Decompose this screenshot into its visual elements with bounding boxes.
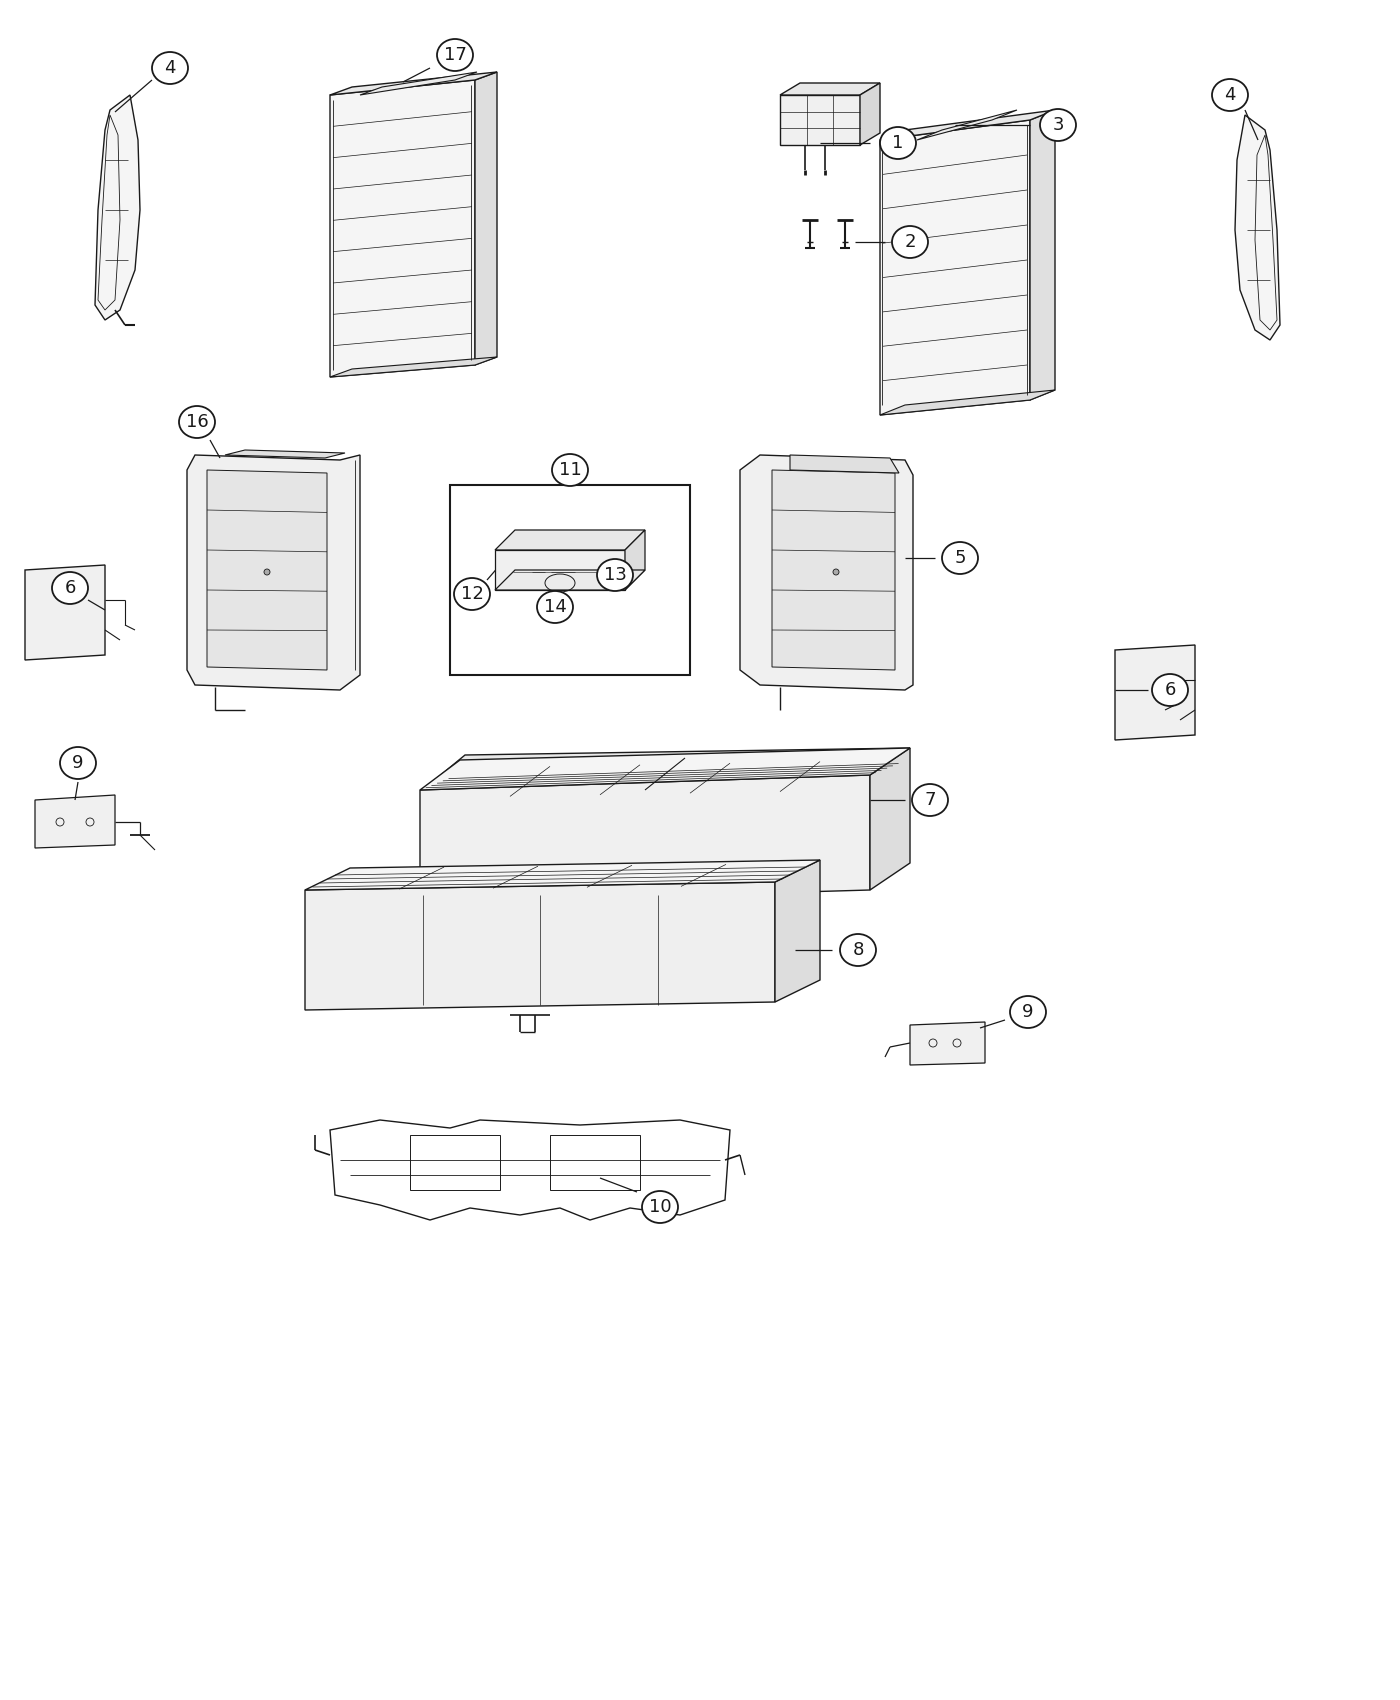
Ellipse shape <box>437 39 473 71</box>
Text: 12: 12 <box>461 585 483 604</box>
Ellipse shape <box>60 746 97 779</box>
Ellipse shape <box>881 128 916 160</box>
Polygon shape <box>860 83 881 144</box>
Polygon shape <box>910 1022 986 1064</box>
Text: 11: 11 <box>559 461 581 479</box>
Polygon shape <box>741 456 913 690</box>
Text: 16: 16 <box>186 413 209 432</box>
Polygon shape <box>1030 110 1056 400</box>
Polygon shape <box>776 860 820 1001</box>
Polygon shape <box>475 71 497 366</box>
Text: 10: 10 <box>648 1198 672 1216</box>
Ellipse shape <box>153 53 188 83</box>
Polygon shape <box>420 775 869 903</box>
Ellipse shape <box>643 1192 678 1222</box>
Bar <box>449 484 690 675</box>
Text: 8: 8 <box>853 942 864 959</box>
Polygon shape <box>360 71 477 95</box>
Polygon shape <box>790 456 899 473</box>
Ellipse shape <box>1009 996 1046 1028</box>
Polygon shape <box>917 110 1016 139</box>
Polygon shape <box>881 389 1056 415</box>
Ellipse shape <box>892 226 928 258</box>
Polygon shape <box>225 450 344 457</box>
Ellipse shape <box>596 559 633 592</box>
Polygon shape <box>1235 116 1280 340</box>
Text: 9: 9 <box>73 755 84 772</box>
Polygon shape <box>426 748 910 789</box>
Polygon shape <box>330 80 475 377</box>
Text: 4: 4 <box>164 60 176 76</box>
Text: 6: 6 <box>1165 682 1176 699</box>
Polygon shape <box>881 121 1030 415</box>
Ellipse shape <box>1152 673 1189 706</box>
Polygon shape <box>188 456 360 690</box>
Text: 7: 7 <box>924 790 935 809</box>
Ellipse shape <box>265 570 270 575</box>
Polygon shape <box>780 95 860 144</box>
Text: 14: 14 <box>543 598 567 615</box>
Ellipse shape <box>552 454 588 486</box>
Polygon shape <box>305 882 776 1010</box>
Polygon shape <box>881 110 1056 139</box>
Polygon shape <box>496 530 645 551</box>
Text: 17: 17 <box>444 46 466 65</box>
Ellipse shape <box>840 933 876 966</box>
Text: 9: 9 <box>1022 1003 1033 1022</box>
Ellipse shape <box>454 578 490 610</box>
Ellipse shape <box>538 592 573 622</box>
Polygon shape <box>305 860 820 891</box>
Polygon shape <box>771 469 895 670</box>
Polygon shape <box>95 95 140 320</box>
Text: 2: 2 <box>904 233 916 252</box>
Ellipse shape <box>942 542 979 575</box>
Text: 13: 13 <box>603 566 626 585</box>
Text: 5: 5 <box>955 549 966 568</box>
Text: 4: 4 <box>1224 87 1236 104</box>
Ellipse shape <box>833 570 839 575</box>
Polygon shape <box>420 748 910 790</box>
Ellipse shape <box>1212 78 1247 110</box>
Polygon shape <box>207 469 328 670</box>
Text: 1: 1 <box>892 134 903 151</box>
Polygon shape <box>35 796 115 848</box>
Text: 3: 3 <box>1053 116 1064 134</box>
Ellipse shape <box>179 406 216 439</box>
Text: 6: 6 <box>64 580 76 597</box>
Ellipse shape <box>1040 109 1077 141</box>
Polygon shape <box>496 551 624 590</box>
Ellipse shape <box>911 784 948 816</box>
Polygon shape <box>780 83 881 95</box>
Ellipse shape <box>52 571 88 604</box>
Polygon shape <box>330 357 497 377</box>
Polygon shape <box>624 530 645 590</box>
Polygon shape <box>496 570 645 590</box>
Polygon shape <box>25 564 105 660</box>
Polygon shape <box>330 71 497 95</box>
Polygon shape <box>1114 644 1196 740</box>
Polygon shape <box>869 748 910 891</box>
